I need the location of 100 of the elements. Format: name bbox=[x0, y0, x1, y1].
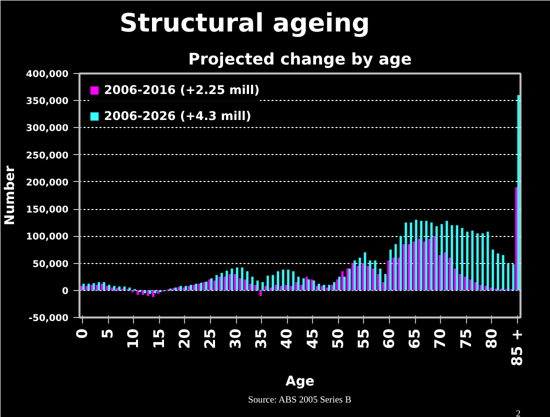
bar bbox=[85, 286, 88, 291]
x-tick-label: 85 + bbox=[508, 328, 526, 366]
bar bbox=[343, 276, 346, 291]
bar bbox=[220, 272, 223, 291]
bar bbox=[226, 270, 228, 291]
bar bbox=[358, 258, 362, 291]
bar bbox=[341, 271, 344, 291]
x-tick-label: 45 bbox=[304, 328, 322, 349]
bar bbox=[384, 274, 387, 291]
bar bbox=[517, 95, 520, 291]
y-tick-label: 0 bbox=[62, 286, 70, 297]
bar bbox=[481, 233, 484, 291]
x-tick-label: 25 bbox=[202, 328, 219, 349]
x-tick-label: 20 bbox=[176, 328, 194, 349]
legend-label: 2006-2026 (+4.3 mill) bbox=[104, 109, 252, 123]
bar bbox=[466, 232, 468, 291]
legend-label: 2006-2016 (+2.25 mill) bbox=[104, 83, 260, 97]
bar bbox=[354, 260, 356, 291]
x-tick-label: 65 bbox=[406, 328, 424, 349]
x-tick-label: 10 bbox=[125, 328, 142, 349]
bar bbox=[492, 250, 494, 291]
bar bbox=[364, 252, 366, 291]
bar bbox=[152, 290, 154, 298]
chart-title: Structural ageing bbox=[120, 8, 370, 38]
x-tick-label: 55 bbox=[355, 328, 372, 349]
y-tick-label: 100,000 bbox=[26, 232, 70, 243]
bar bbox=[136, 290, 139, 295]
x-tick-label: 15 bbox=[150, 328, 168, 349]
bar bbox=[512, 264, 515, 291]
bar bbox=[414, 220, 418, 291]
bar bbox=[215, 275, 218, 291]
bar bbox=[285, 284, 288, 291]
bar bbox=[328, 284, 330, 291]
bar bbox=[479, 284, 482, 291]
bar bbox=[264, 286, 267, 291]
bar bbox=[276, 271, 280, 291]
bar bbox=[404, 222, 408, 291]
bar bbox=[98, 282, 100, 291]
bar bbox=[507, 263, 510, 291]
bar bbox=[241, 267, 244, 291]
bar bbox=[374, 260, 376, 291]
x-tick-label: 60 bbox=[381, 328, 398, 349]
bar bbox=[272, 275, 274, 291]
bar bbox=[154, 290, 156, 294]
bar bbox=[106, 286, 108, 291]
bar bbox=[174, 288, 177, 291]
bar bbox=[230, 268, 234, 291]
bar bbox=[213, 280, 216, 291]
bar bbox=[333, 282, 336, 291]
bar bbox=[302, 278, 305, 291]
bar bbox=[205, 282, 208, 291]
bar bbox=[440, 224, 443, 291]
x-tick-label: 50 bbox=[330, 328, 347, 349]
bar bbox=[308, 279, 310, 291]
bar bbox=[368, 260, 372, 291]
x-tick-label: 80 bbox=[483, 328, 500, 349]
bar bbox=[476, 233, 479, 291]
y-tick-label: 400,000 bbox=[26, 69, 70, 80]
text: 2 bbox=[516, 410, 521, 417]
x-tick-label: 30 bbox=[228, 328, 245, 349]
y-tick-label: -50,000 bbox=[28, 313, 70, 324]
bar bbox=[108, 284, 110, 291]
bar bbox=[456, 225, 458, 291]
bar bbox=[305, 276, 308, 291]
bar bbox=[502, 254, 504, 291]
x-tick-label: 40 bbox=[278, 328, 296, 349]
bar bbox=[292, 271, 295, 291]
bar bbox=[261, 282, 264, 291]
x-tick-label: 5 bbox=[100, 328, 117, 339]
bar bbox=[486, 232, 489, 291]
bar bbox=[461, 228, 464, 291]
bar bbox=[123, 286, 126, 291]
x-tick-label: 75 bbox=[458, 328, 475, 349]
y-tick-label: 300,000 bbox=[26, 123, 70, 134]
bar bbox=[287, 270, 290, 291]
bar bbox=[410, 222, 412, 291]
bar bbox=[394, 244, 397, 291]
bar bbox=[280, 286, 282, 291]
bar bbox=[379, 268, 382, 291]
bar bbox=[297, 276, 300, 291]
y-tick-label: 150,000 bbox=[26, 204, 70, 216]
bar bbox=[412, 241, 416, 291]
bar bbox=[256, 280, 259, 291]
bar bbox=[435, 226, 438, 291]
bar bbox=[389, 250, 392, 291]
bar bbox=[420, 220, 422, 291]
y-tick-label: 350,000 bbox=[26, 96, 70, 108]
y-tick-label: 50,000 bbox=[32, 258, 70, 270]
x-tick-label: 0 bbox=[74, 328, 92, 339]
bar bbox=[471, 230, 474, 291]
bar bbox=[496, 253, 500, 291]
bar bbox=[331, 284, 334, 291]
bar bbox=[400, 236, 402, 291]
chart-subtitle: Projected change by age bbox=[188, 50, 412, 68]
bar bbox=[259, 290, 262, 296]
x-tick-label: 35 bbox=[253, 328, 270, 349]
source-note: Source: ABS 2005 Series B bbox=[248, 396, 352, 406]
bar bbox=[430, 222, 433, 291]
x-axis-title: Age bbox=[286, 374, 314, 390]
bar bbox=[266, 276, 269, 291]
